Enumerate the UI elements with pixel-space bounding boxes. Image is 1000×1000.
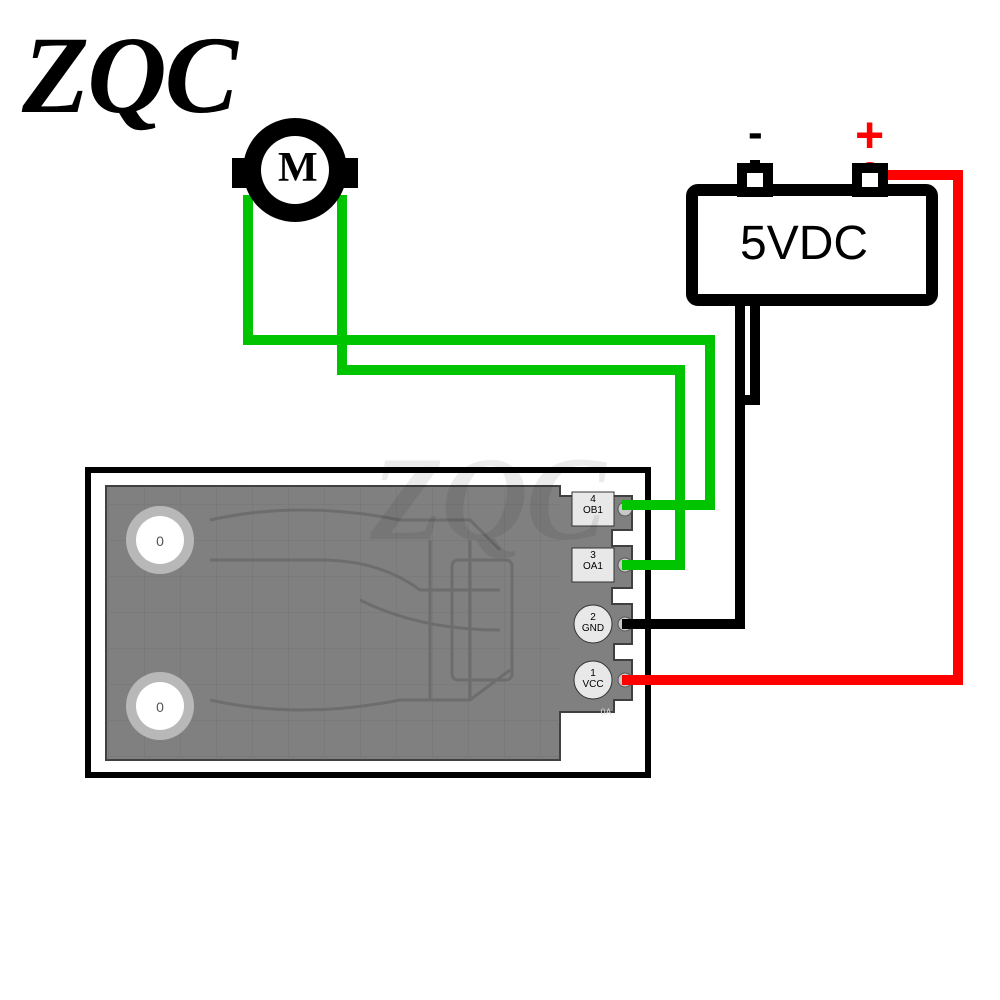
battery-label: 5VDC — [740, 216, 868, 271]
pin3-name: OA1 — [583, 561, 603, 572]
pin3-label: 3 OA1 — [576, 550, 610, 572]
pin1-label: 1 VCC — [578, 668, 608, 690]
wire-gnd-run — [645, 300, 740, 624]
pin4-label: 4 OB1 — [576, 494, 610, 516]
pin-group-m1: M1 — [648, 528, 672, 541]
diagram-canvas: 0 0 — [0, 0, 1000, 1000]
motor-label: M — [278, 144, 312, 192]
pin4-name: OB1 — [583, 505, 603, 516]
svg-text:0: 0 — [156, 699, 164, 715]
watermark-logo-top: ZQC — [22, 12, 236, 139]
pcb-board: 0 0 — [88, 470, 653, 775]
pin-small-0a: 0A — [594, 708, 618, 718]
pin2-label: 2 GND — [578, 612, 608, 634]
pin2-name: GND — [582, 623, 604, 634]
pin4-num: 4 — [590, 494, 596, 505]
battery-minus: - — [748, 108, 763, 158]
pin3-num: 3 — [590, 550, 596, 561]
svg-text:0: 0 — [156, 533, 164, 549]
wire-tips — [622, 300, 958, 680]
battery-plus: + — [855, 106, 884, 164]
pin2-num: 2 — [590, 612, 596, 623]
pin1-num: 1 — [590, 668, 596, 679]
pin1-name: VCC — [582, 679, 603, 690]
wire-motor-ob1 — [248, 195, 710, 505]
